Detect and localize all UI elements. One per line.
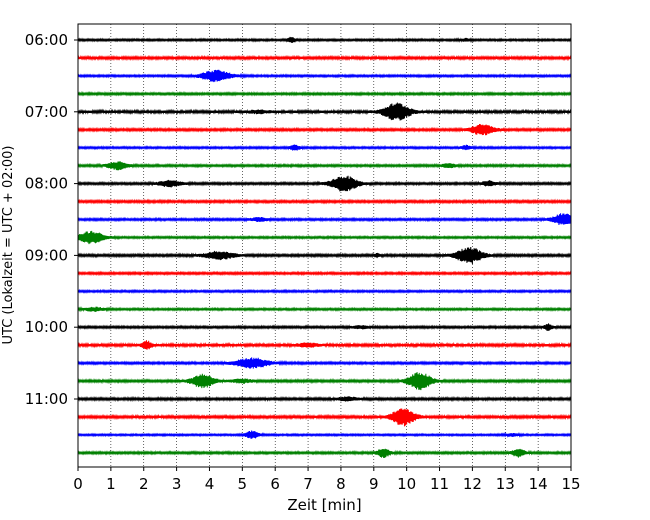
trace-1145 — [77, 448, 572, 458]
x-tick-label: 11 — [430, 475, 449, 493]
x-tick-label: 14 — [529, 475, 548, 493]
y-axis-label: UTC (Lokalzeit = UTC + 02:00) — [1, 146, 16, 345]
trace-1045 — [77, 372, 572, 391]
trace-0745 — [77, 161, 572, 171]
x-tick-label: 3 — [172, 475, 182, 493]
trace-0730 — [77, 144, 572, 151]
x-tick-label: 15 — [561, 475, 580, 493]
trace-0815 — [77, 198, 572, 205]
trace-0900 — [77, 247, 572, 264]
y-tick-label: 10:00 — [25, 318, 68, 336]
x-tick-label: 1 — [106, 475, 116, 493]
trace-1000 — [77, 323, 572, 331]
y-tick-label: 07:00 — [25, 103, 68, 121]
trace-0830 — [77, 213, 572, 226]
y-tick-label: 06:00 — [25, 31, 68, 49]
seismic-traces — [77, 36, 572, 458]
trace-1130 — [77, 430, 572, 440]
x-tick-label: 2 — [139, 475, 149, 493]
y-tick-label: 09:00 — [25, 246, 68, 264]
trace-0645 — [77, 91, 572, 97]
x-tick-label: 13 — [496, 475, 515, 493]
trace-0800 — [77, 175, 572, 192]
x-tick-label: 5 — [238, 475, 248, 493]
x-tick-label: 8 — [336, 475, 346, 493]
trace-0600 — [77, 36, 572, 43]
x-tick-label: 6 — [270, 475, 280, 493]
x-tick-label: 9 — [369, 475, 379, 493]
trace-1030 — [77, 357, 572, 369]
trace-1100 — [77, 395, 572, 403]
x-tick-label: 10 — [397, 475, 416, 493]
trace-0615 — [77, 54, 572, 62]
x-tick-label: 4 — [205, 475, 215, 493]
trace-0845 — [77, 230, 572, 245]
x-tick-label: 0 — [73, 475, 83, 493]
trace-1015 — [77, 340, 572, 350]
trace-0700 — [77, 102, 572, 121]
plot-frame — [77, 23, 572, 468]
y-axis: 06:00 07:00 08:00 09:00 10:00 11:00 — [25, 31, 78, 408]
y-tick-label: 11:00 — [25, 390, 68, 408]
trace-0630 — [77, 69, 572, 83]
x-tick-label: 12 — [463, 475, 482, 493]
y-tick-label: 08:00 — [25, 175, 68, 193]
x-tick-label: 7 — [303, 475, 313, 493]
grid-lines — [110, 24, 539, 467]
trace-0930 — [77, 288, 572, 294]
trace-0915 — [77, 270, 572, 277]
trace-1115 — [77, 408, 572, 427]
trace-0945 — [77, 306, 572, 313]
trace-0715 — [77, 124, 572, 136]
x-axis-label: Zeit [min] — [287, 496, 361, 514]
x-axis: 0 1 2 3 4 5 6 7 8 9 10 11 12 13 14 15 — [73, 467, 581, 493]
